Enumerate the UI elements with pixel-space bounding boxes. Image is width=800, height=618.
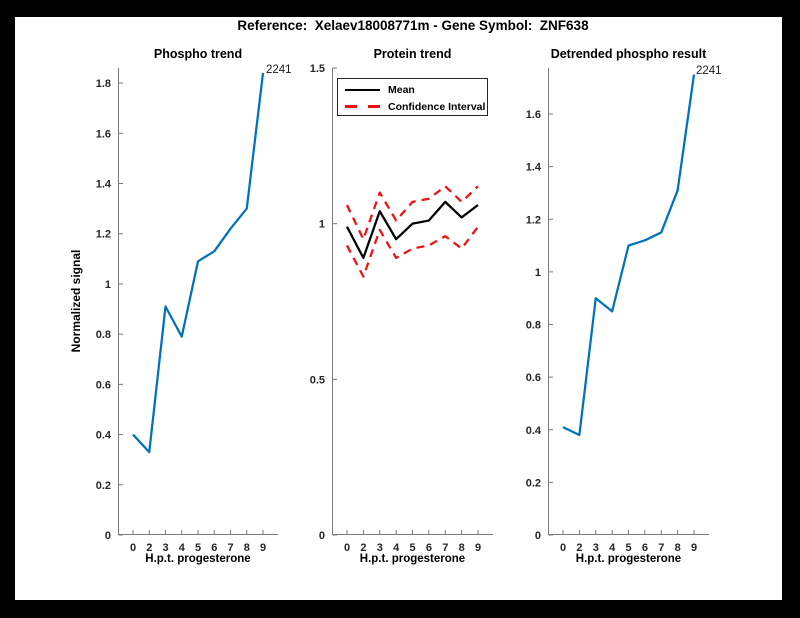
subplot2-protein-trend-plot: 00.511.50 2 3 4 5 6 7 8 9 xyxy=(310,63,493,554)
y-tick-label: 0.6 xyxy=(96,379,111,391)
y-tick-label: 0.6 xyxy=(526,372,541,384)
y-tick-label: 0.8 xyxy=(96,329,111,341)
legend-entry-confidence-interval: Confidence Interval xyxy=(345,99,486,114)
y-tick-label: 1.2 xyxy=(96,229,111,241)
x-tick-label: 2 xyxy=(576,542,582,554)
y-tick-label: 0 xyxy=(319,530,325,542)
subplot3-title: Detrended phospho result xyxy=(550,47,707,61)
y-tick-label: 0 xyxy=(535,530,541,542)
subplot2-x-axis-label: H.p.t. progesterone xyxy=(359,553,466,565)
x-tick-label: 9 xyxy=(260,542,266,554)
subplot3-endpoint-annotation: 2241 xyxy=(696,65,722,77)
x-tick-label: 5 xyxy=(409,542,415,554)
y-tick-label: 1.4 xyxy=(526,162,542,174)
x-tick-label: 2 xyxy=(360,542,366,554)
x-tick-label: 0 xyxy=(560,542,566,554)
y-tick-label: 1.4 xyxy=(96,178,112,190)
x-tick-label: 6 xyxy=(426,542,432,554)
legend-label-confidence-interval: Confidence Interval xyxy=(388,100,486,113)
x-tick-label: 4 xyxy=(393,542,400,554)
x-tick-label: 4 xyxy=(179,542,186,554)
y-tick-label: 0.5 xyxy=(310,374,325,386)
subplot1-phospho-trend-plot: 00.20.40.60.811.21.41.61.80 2 3 4 5 6 7 8 9 xyxy=(96,68,278,554)
y-tick-label: 1.2 xyxy=(526,214,541,226)
series-line-phospho-signal xyxy=(132,72,265,454)
subplot2-title: Protein trend xyxy=(373,47,452,61)
y-tick-label: 0.2 xyxy=(526,477,541,489)
y-tick-label: 0 xyxy=(105,530,111,542)
x-tick-label: 8 xyxy=(244,542,250,554)
subplot1-title: Phospho trend xyxy=(153,47,243,61)
subplot1-x-axis-label: H.p.t. progesterone xyxy=(145,553,251,565)
y-tick-label: 0.2 xyxy=(96,480,111,492)
subplot3-detrended-phospho-plot: 00.20.40.60.811.21.41.60 2 3 4 5 6 7 8 9 xyxy=(526,68,709,554)
x-tick-label: 8 xyxy=(675,542,681,554)
mean-line-sample xyxy=(345,88,380,91)
x-tick-label: 7 xyxy=(442,542,448,554)
x-tick-label: 2 xyxy=(146,542,152,554)
x-tick-label: 6 xyxy=(211,542,217,554)
series-line-ci-upper xyxy=(345,185,479,241)
y-tick-label: 0.4 xyxy=(526,425,542,437)
x-tick-label: 4 xyxy=(609,542,616,554)
x-tick-label: 7 xyxy=(227,542,233,554)
series-line-detrended-phospho xyxy=(562,74,696,437)
series-line-mean xyxy=(346,200,479,260)
x-tick-label: 5 xyxy=(625,542,631,554)
y-tick-label: 1.6 xyxy=(96,128,111,140)
x-tick-label: 6 xyxy=(642,542,648,554)
x-tick-label: 5 xyxy=(195,542,201,554)
subplot3-x-axis-label: H.p.t. progesterone xyxy=(575,553,682,565)
x-tick-label: 9 xyxy=(475,542,481,554)
x-tick-label: 3 xyxy=(162,542,168,554)
y-tick-label: 0.8 xyxy=(526,320,541,332)
series-line-ci-lower xyxy=(346,226,479,278)
y-tick-label: 1.8 xyxy=(96,78,111,90)
subplot1-endpoint-annotation: 2241 xyxy=(266,64,292,76)
x-tick-label: 3 xyxy=(377,542,383,554)
x-tick-label: 8 xyxy=(459,542,465,554)
confidence-interval-line-sample xyxy=(345,105,380,108)
y-tick-label: 1 xyxy=(105,279,111,291)
y-tick-label: 1.6 xyxy=(526,109,541,121)
legend-entry-mean: Mean xyxy=(345,82,484,97)
y-tick-label: 1 xyxy=(319,219,325,231)
x-tick-label: 3 xyxy=(593,542,599,554)
y-tick-label: 1.5 xyxy=(310,63,325,75)
y-tick-label: 1 xyxy=(535,267,541,279)
legend-label-mean: Mean xyxy=(388,83,415,96)
x-tick-label: 7 xyxy=(658,542,664,554)
y-tick-label: 0.4 xyxy=(96,430,112,442)
x-tick-label: 9 xyxy=(691,542,697,554)
legend-box: Mean Confidence Interval xyxy=(337,78,488,116)
x-tick-label: 0 xyxy=(130,542,136,554)
x-tick-label: 0 xyxy=(344,542,350,554)
subplot1-y-axis-label: Normalized signal xyxy=(69,249,83,353)
figure-title: Reference: Xelaev18008771m - Gene Symbol… xyxy=(237,18,589,33)
